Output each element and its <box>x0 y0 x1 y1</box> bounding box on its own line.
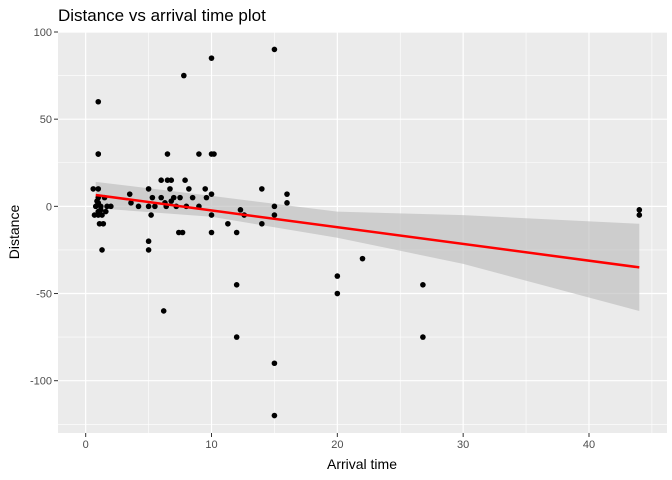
data-point <box>95 151 102 157</box>
data-point <box>259 186 265 192</box>
data-point <box>100 220 107 227</box>
data-point <box>233 282 240 288</box>
data-point <box>160 308 167 314</box>
chart-title: Distance vs arrival time plot <box>58 6 266 25</box>
data-point <box>95 186 102 192</box>
y-tick-label: -50 <box>36 289 52 301</box>
data-point <box>135 203 142 210</box>
data-point <box>149 194 156 201</box>
data-point <box>177 194 183 201</box>
y-axis-ticks: -100 -50 0 50 100 <box>30 27 58 388</box>
y-tick-label: -100 <box>30 376 52 388</box>
data-point <box>203 194 210 201</box>
data-point <box>208 212 215 218</box>
data-point <box>636 212 643 218</box>
data-point <box>208 229 215 236</box>
data-point <box>196 151 202 157</box>
data-point <box>158 177 164 183</box>
x-tick-label: 20 <box>331 439 343 451</box>
data-point <box>259 220 265 227</box>
data-point <box>237 207 244 213</box>
x-tick-label: 30 <box>457 439 469 451</box>
data-point <box>225 220 231 227</box>
data-point <box>179 229 186 236</box>
data-point <box>186 186 192 192</box>
data-point <box>148 212 154 218</box>
data-point <box>108 203 114 210</box>
data-point <box>182 177 188 183</box>
data-point <box>145 186 152 192</box>
data-point <box>90 186 97 192</box>
data-point <box>271 203 278 210</box>
data-point <box>420 282 426 288</box>
data-point <box>233 229 240 236</box>
data-point <box>99 247 105 253</box>
data-point <box>208 191 215 197</box>
data-points <box>90 46 643 419</box>
data-point <box>271 212 278 218</box>
data-point <box>284 191 290 197</box>
data-point <box>158 194 164 201</box>
data-point <box>271 412 278 419</box>
data-point <box>97 207 104 213</box>
data-point <box>145 247 152 253</box>
data-point <box>636 207 643 213</box>
y-tick-label: 100 <box>34 27 52 39</box>
data-point <box>145 203 152 210</box>
y-tick-label: 50 <box>40 114 52 126</box>
data-point <box>284 200 290 206</box>
data-point <box>202 186 209 192</box>
data-point <box>334 290 341 297</box>
data-point <box>164 151 171 157</box>
data-point <box>181 72 187 79</box>
data-point <box>189 194 196 201</box>
data-point <box>126 191 133 197</box>
data-point <box>99 212 105 218</box>
data-point <box>233 334 240 340</box>
data-point <box>167 186 173 192</box>
data-point <box>271 360 278 367</box>
data-point <box>170 194 177 201</box>
data-point <box>152 203 158 210</box>
data-point <box>359 255 366 262</box>
data-point <box>211 151 217 157</box>
y-tick-label: 0 <box>46 201 52 213</box>
y-axis-title: Distance <box>6 205 22 260</box>
data-point <box>145 238 152 245</box>
data-point <box>103 208 109 215</box>
x-tick-label: 10 <box>205 439 217 451</box>
data-point <box>420 334 426 340</box>
data-point <box>95 98 102 105</box>
x-tick-label: 0 <box>83 439 89 451</box>
data-point <box>271 46 278 53</box>
data-point <box>168 177 175 183</box>
regression-line <box>95 193 640 269</box>
data-point <box>128 200 134 206</box>
x-axis-title: Arrival time <box>327 456 397 472</box>
data-point <box>334 273 341 279</box>
data-point <box>208 55 215 61</box>
x-axis-ticks: 0 10 20 30 40 <box>83 433 595 451</box>
x-tick-label: 40 <box>583 439 595 451</box>
